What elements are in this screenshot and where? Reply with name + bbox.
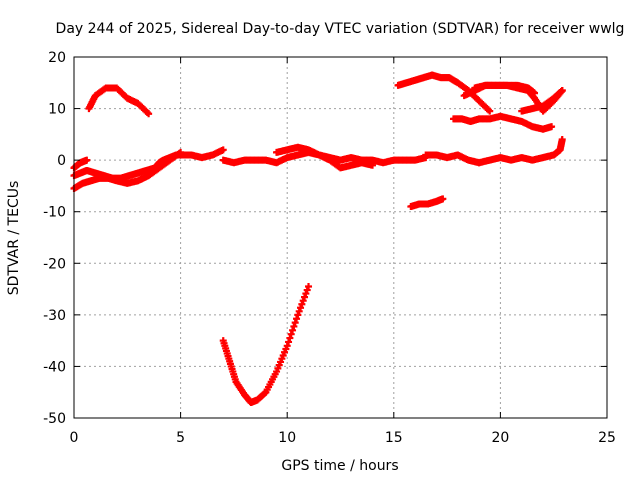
x-tick-label: 20 xyxy=(491,430,509,446)
y-tick-label: -10 xyxy=(43,205,66,221)
data-point xyxy=(285,338,293,346)
y-tick-label: -40 xyxy=(43,359,66,375)
y-tick-label: 20 xyxy=(48,50,66,66)
x-tick-label: 10 xyxy=(278,430,296,446)
data-point xyxy=(83,156,91,164)
x-tick-label: 25 xyxy=(598,430,616,446)
data-point xyxy=(283,342,291,350)
x-tick-label: 5 xyxy=(176,430,185,446)
data-point xyxy=(177,148,185,156)
series-arc-late-small xyxy=(518,87,566,115)
data-point xyxy=(145,110,153,118)
data-point xyxy=(368,161,376,169)
data-point xyxy=(295,307,303,315)
data-point xyxy=(286,334,294,342)
series-arc-high-d xyxy=(471,81,539,97)
data-point xyxy=(302,290,310,298)
data-point xyxy=(289,326,297,334)
y-axis-label: SDTVAR / TECUs xyxy=(6,181,22,296)
data-point xyxy=(558,136,566,144)
data-point xyxy=(290,322,298,330)
data-point xyxy=(297,304,305,312)
chart-title: Day 244 of 2025, Sidereal Day-to-day VTE… xyxy=(56,21,625,37)
data-point xyxy=(219,146,227,154)
series-arc-early-high xyxy=(85,84,153,118)
data-point xyxy=(291,319,299,327)
series-arc-neg xyxy=(407,195,447,211)
data-point xyxy=(287,330,295,338)
data-point xyxy=(439,195,447,203)
data-point xyxy=(299,297,307,305)
series-arc-late xyxy=(475,136,566,167)
data-points xyxy=(70,71,566,407)
data-point xyxy=(293,315,301,323)
series-arc-high-b xyxy=(449,112,556,133)
y-tick-label: -50 xyxy=(43,411,66,427)
data-point xyxy=(486,107,494,115)
x-axis-label: GPS time / hours xyxy=(281,458,398,474)
plot-frame xyxy=(73,56,608,419)
y-tick-label: -30 xyxy=(43,308,66,324)
data-point xyxy=(294,311,302,319)
data-point xyxy=(305,282,313,290)
series-arc-start xyxy=(70,156,91,172)
x-tick-label: 15 xyxy=(385,430,403,446)
data-point xyxy=(531,89,539,97)
x-tick-label: 0 xyxy=(70,430,79,446)
y-tick-label: -20 xyxy=(43,256,66,272)
series-arc-high-a xyxy=(394,71,494,115)
series-arc-mid-b xyxy=(273,143,376,172)
data-point xyxy=(298,300,306,308)
data-point xyxy=(301,293,309,301)
data-point xyxy=(548,123,556,131)
y-tick-label: 0 xyxy=(57,153,66,169)
data-point xyxy=(558,87,566,95)
data-point xyxy=(303,286,311,294)
axis-ticks: 0 5 10 15 20 25 -50 -40 -30 -20 -10 0 10 20 xyxy=(43,50,616,446)
series-arc-main-b xyxy=(70,148,185,193)
series-arc-dip xyxy=(219,282,313,407)
y-tick-label: 10 xyxy=(48,102,66,118)
